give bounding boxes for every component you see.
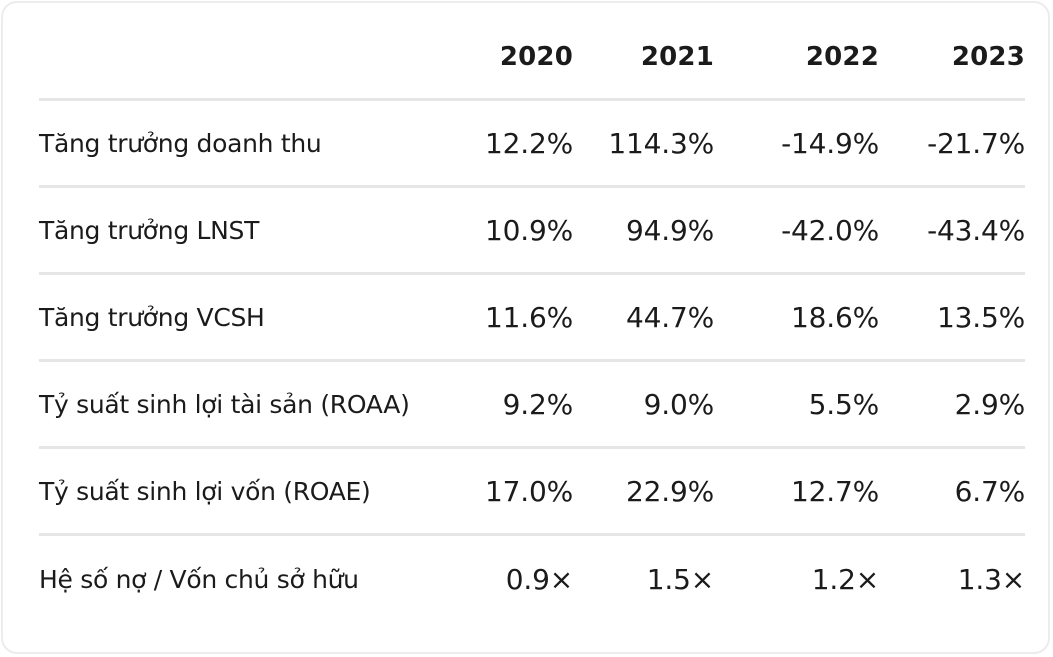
column-header-2021: 2021 (640, 42, 714, 72)
table-row: Tăng trưởng LNST 10.9% 94.9% -42.0% -43.… (39, 188, 1025, 275)
table-cell: 0.9× (505, 563, 573, 596)
table-cell: -21.7% (927, 126, 1025, 160)
table-cell: 2.9% (954, 387, 1026, 421)
table-row: Tỷ suất sinh lợi tài sản (ROAA) 9.2% 9.0… (39, 362, 1025, 449)
table-row: Tăng trưởng doanh thu 12.2% 114.3% -14.9… (39, 101, 1025, 188)
row-label: Tỷ suất sinh lợi vốn (ROAE) (39, 476, 371, 506)
table-row: Hệ số nợ / Vốn chủ sở hữu 0.9× 1.5× 1.2×… (39, 536, 1025, 623)
table-cell: 17.0% (485, 474, 573, 508)
table-cell: 1.3× (957, 563, 1025, 596)
table-row: Tỷ suất sinh lợi vốn (ROAE) 17.0% 22.9% … (39, 449, 1025, 536)
table-row: Tăng trưởng VCSH 11.6% 44.7% 18.6% 13.5% (39, 275, 1025, 362)
column-header-2020: 2020 (499, 42, 573, 72)
table-cell: 9.2% (502, 387, 574, 421)
financial-metrics-table: 2020 2021 2022 2023 Tăng trưởng doanh th… (39, 16, 1025, 623)
row-label: Hệ số nợ / Vốn chủ sở hữu (39, 565, 359, 594)
table-cell: -14.9% (781, 126, 879, 160)
table-cell: -42.0% (781, 213, 879, 247)
table-cell: 22.9% (626, 474, 714, 508)
row-label: Tỷ suất sinh lợi tài sản (ROAA) (39, 389, 410, 419)
table-cell: 13.5% (937, 300, 1025, 334)
table-cell: 12.7% (791, 474, 879, 508)
table-cell: 18.6% (791, 300, 879, 334)
table-cell: 6.7% (954, 474, 1026, 508)
table-cell: 1.2× (811, 563, 879, 596)
row-label: Tăng trưởng doanh thu (39, 128, 322, 158)
table-cell: 5.5% (808, 387, 880, 421)
table-cell: 12.2% (485, 126, 573, 160)
column-header-2023: 2023 (951, 42, 1025, 72)
table-cell: 114.3% (608, 126, 714, 160)
table-cell: 9.0% (643, 387, 715, 421)
table-cell: 10.9% (485, 213, 573, 247)
table-cell: 44.7% (626, 300, 714, 334)
row-label: Tăng trưởng LNST (39, 215, 260, 245)
column-header-2022: 2022 (805, 42, 879, 72)
table-cell: -43.4% (927, 213, 1025, 247)
row-label: Tăng trưởng VCSH (39, 302, 265, 332)
table-cell: 94.9% (626, 213, 714, 247)
table-cell: 1.5× (646, 563, 714, 596)
table-header-row: 2020 2021 2022 2023 (39, 16, 1025, 101)
table-cell: 11.6% (485, 300, 573, 334)
